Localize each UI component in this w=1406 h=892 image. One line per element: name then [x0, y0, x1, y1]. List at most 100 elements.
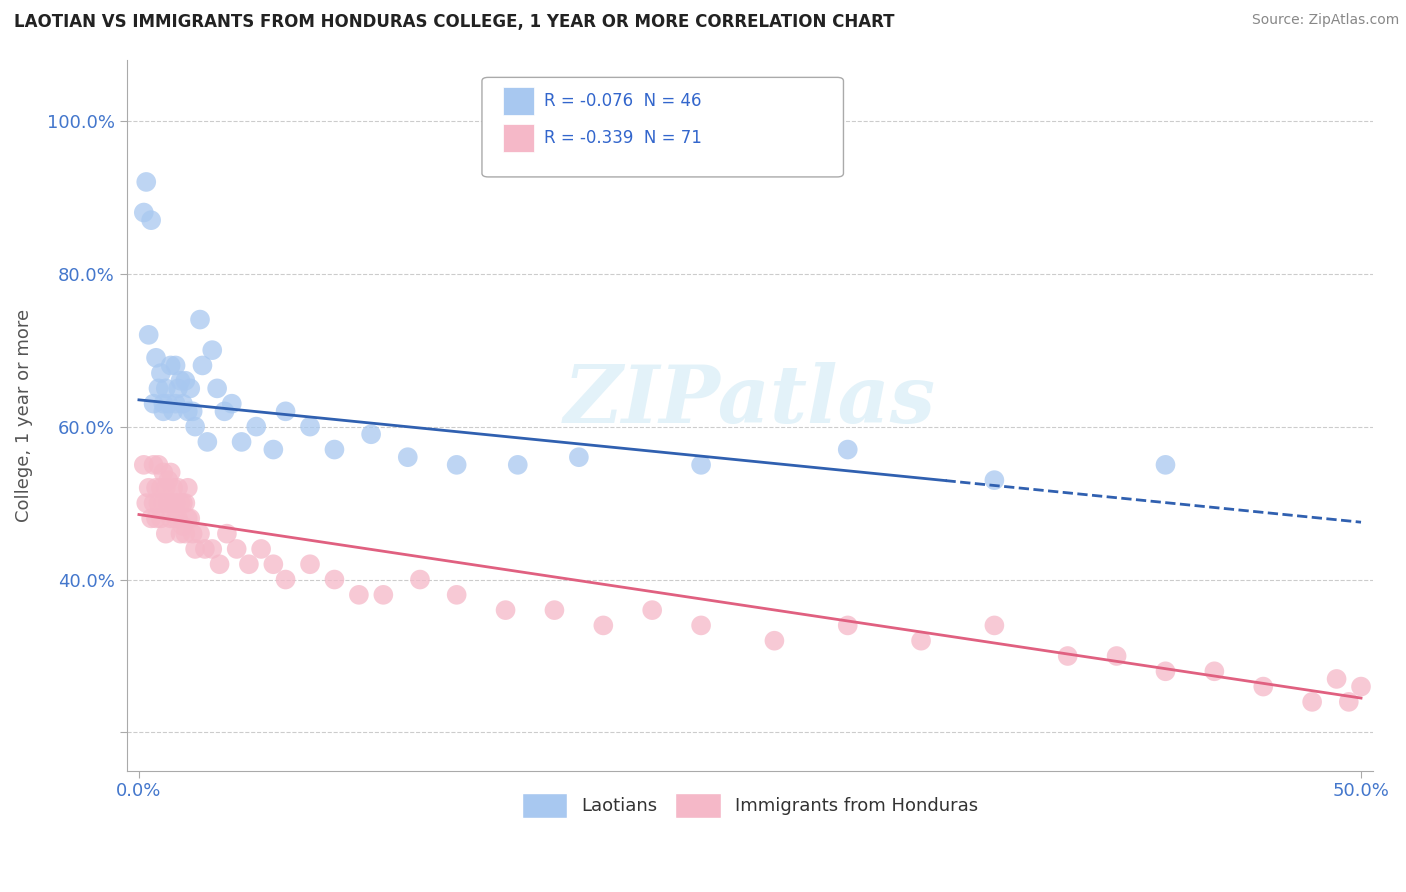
Point [184, 419, 207, 434]
Point [641, 603, 664, 617]
Point [1337, 695, 1360, 709]
Point [172, 496, 194, 510]
Point [262, 558, 284, 572]
Point [446, 458, 468, 472]
Point [837, 442, 859, 457]
Point [167, 511, 190, 525]
Point [396, 450, 419, 465]
Point [152, 466, 174, 480]
Point [231, 434, 253, 449]
Point [148, 496, 170, 510]
Point [347, 588, 370, 602]
Point [592, 618, 614, 632]
Point [159, 466, 181, 480]
Point [181, 526, 204, 541]
Point [446, 588, 468, 602]
Point [149, 511, 172, 525]
Text: R = -0.339  N = 71: R = -0.339 N = 71 [544, 128, 702, 147]
Point [221, 397, 243, 411]
Point [409, 573, 432, 587]
Point [174, 374, 197, 388]
Point [155, 381, 177, 395]
Point [215, 526, 238, 541]
Point [139, 511, 162, 525]
Point [298, 558, 321, 572]
Point [152, 397, 174, 411]
Point [157, 496, 180, 510]
Point [148, 458, 170, 472]
Point [139, 213, 162, 227]
Point [152, 496, 174, 510]
FancyBboxPatch shape [503, 87, 534, 115]
Point [298, 419, 321, 434]
Text: LAOTIAN VS IMMIGRANTS FROM HONDURAS COLLEGE, 1 YEAR OR MORE CORRELATION CHART: LAOTIAN VS IMMIGRANTS FROM HONDURAS COLL… [14, 13, 894, 31]
Legend: Laotians, Immigrants from Honduras: Laotians, Immigrants from Honduras [515, 786, 986, 826]
Point [177, 404, 200, 418]
Point [145, 511, 167, 525]
Point [177, 511, 200, 525]
Point [157, 473, 180, 487]
Point [165, 359, 187, 373]
Point [172, 519, 194, 533]
Point [188, 312, 211, 326]
Point [274, 573, 297, 587]
Point [169, 526, 191, 541]
Point [373, 588, 395, 602]
Point [142, 397, 165, 411]
Point [132, 205, 155, 219]
Point [184, 541, 207, 556]
Point [983, 473, 1005, 487]
Point [165, 496, 187, 510]
Point [138, 327, 160, 342]
FancyBboxPatch shape [503, 124, 534, 152]
Point [208, 558, 231, 572]
Point [172, 397, 194, 411]
Point [543, 603, 565, 617]
Text: R = -0.076  N = 46: R = -0.076 N = 46 [544, 92, 702, 110]
Point [177, 481, 200, 495]
Point [1326, 672, 1348, 686]
Point [1154, 665, 1177, 679]
Point [152, 404, 174, 418]
Point [1301, 695, 1323, 709]
Point [142, 496, 165, 510]
Point [162, 496, 184, 510]
Point [690, 618, 713, 632]
Point [1204, 665, 1226, 679]
Point [191, 359, 214, 373]
Point [174, 526, 197, 541]
Point [155, 481, 177, 495]
Text: Source: ZipAtlas.com: Source: ZipAtlas.com [1251, 13, 1399, 28]
Point [194, 541, 217, 556]
FancyBboxPatch shape [482, 78, 844, 177]
Point [568, 450, 591, 465]
Point [181, 404, 204, 418]
Point [983, 618, 1005, 632]
Point [1105, 648, 1128, 663]
Point [837, 618, 859, 632]
Point [360, 427, 382, 442]
Point [155, 526, 177, 541]
Point [169, 374, 191, 388]
Point [205, 381, 228, 395]
Point [214, 404, 236, 418]
Point [159, 511, 181, 525]
Point [179, 511, 201, 525]
Point [506, 458, 529, 472]
Point [201, 541, 224, 556]
Point [245, 419, 267, 434]
Point [179, 381, 201, 395]
Point [138, 481, 160, 495]
Point [262, 442, 284, 457]
Text: ZIPatlas: ZIPatlas [564, 362, 936, 440]
Point [135, 496, 157, 510]
Point [201, 343, 224, 358]
Point [135, 175, 157, 189]
Point [148, 381, 170, 395]
Point [238, 558, 260, 572]
Point [165, 397, 187, 411]
Point [250, 541, 273, 556]
Point [142, 458, 165, 472]
Point [162, 481, 184, 495]
Point [169, 496, 191, 510]
